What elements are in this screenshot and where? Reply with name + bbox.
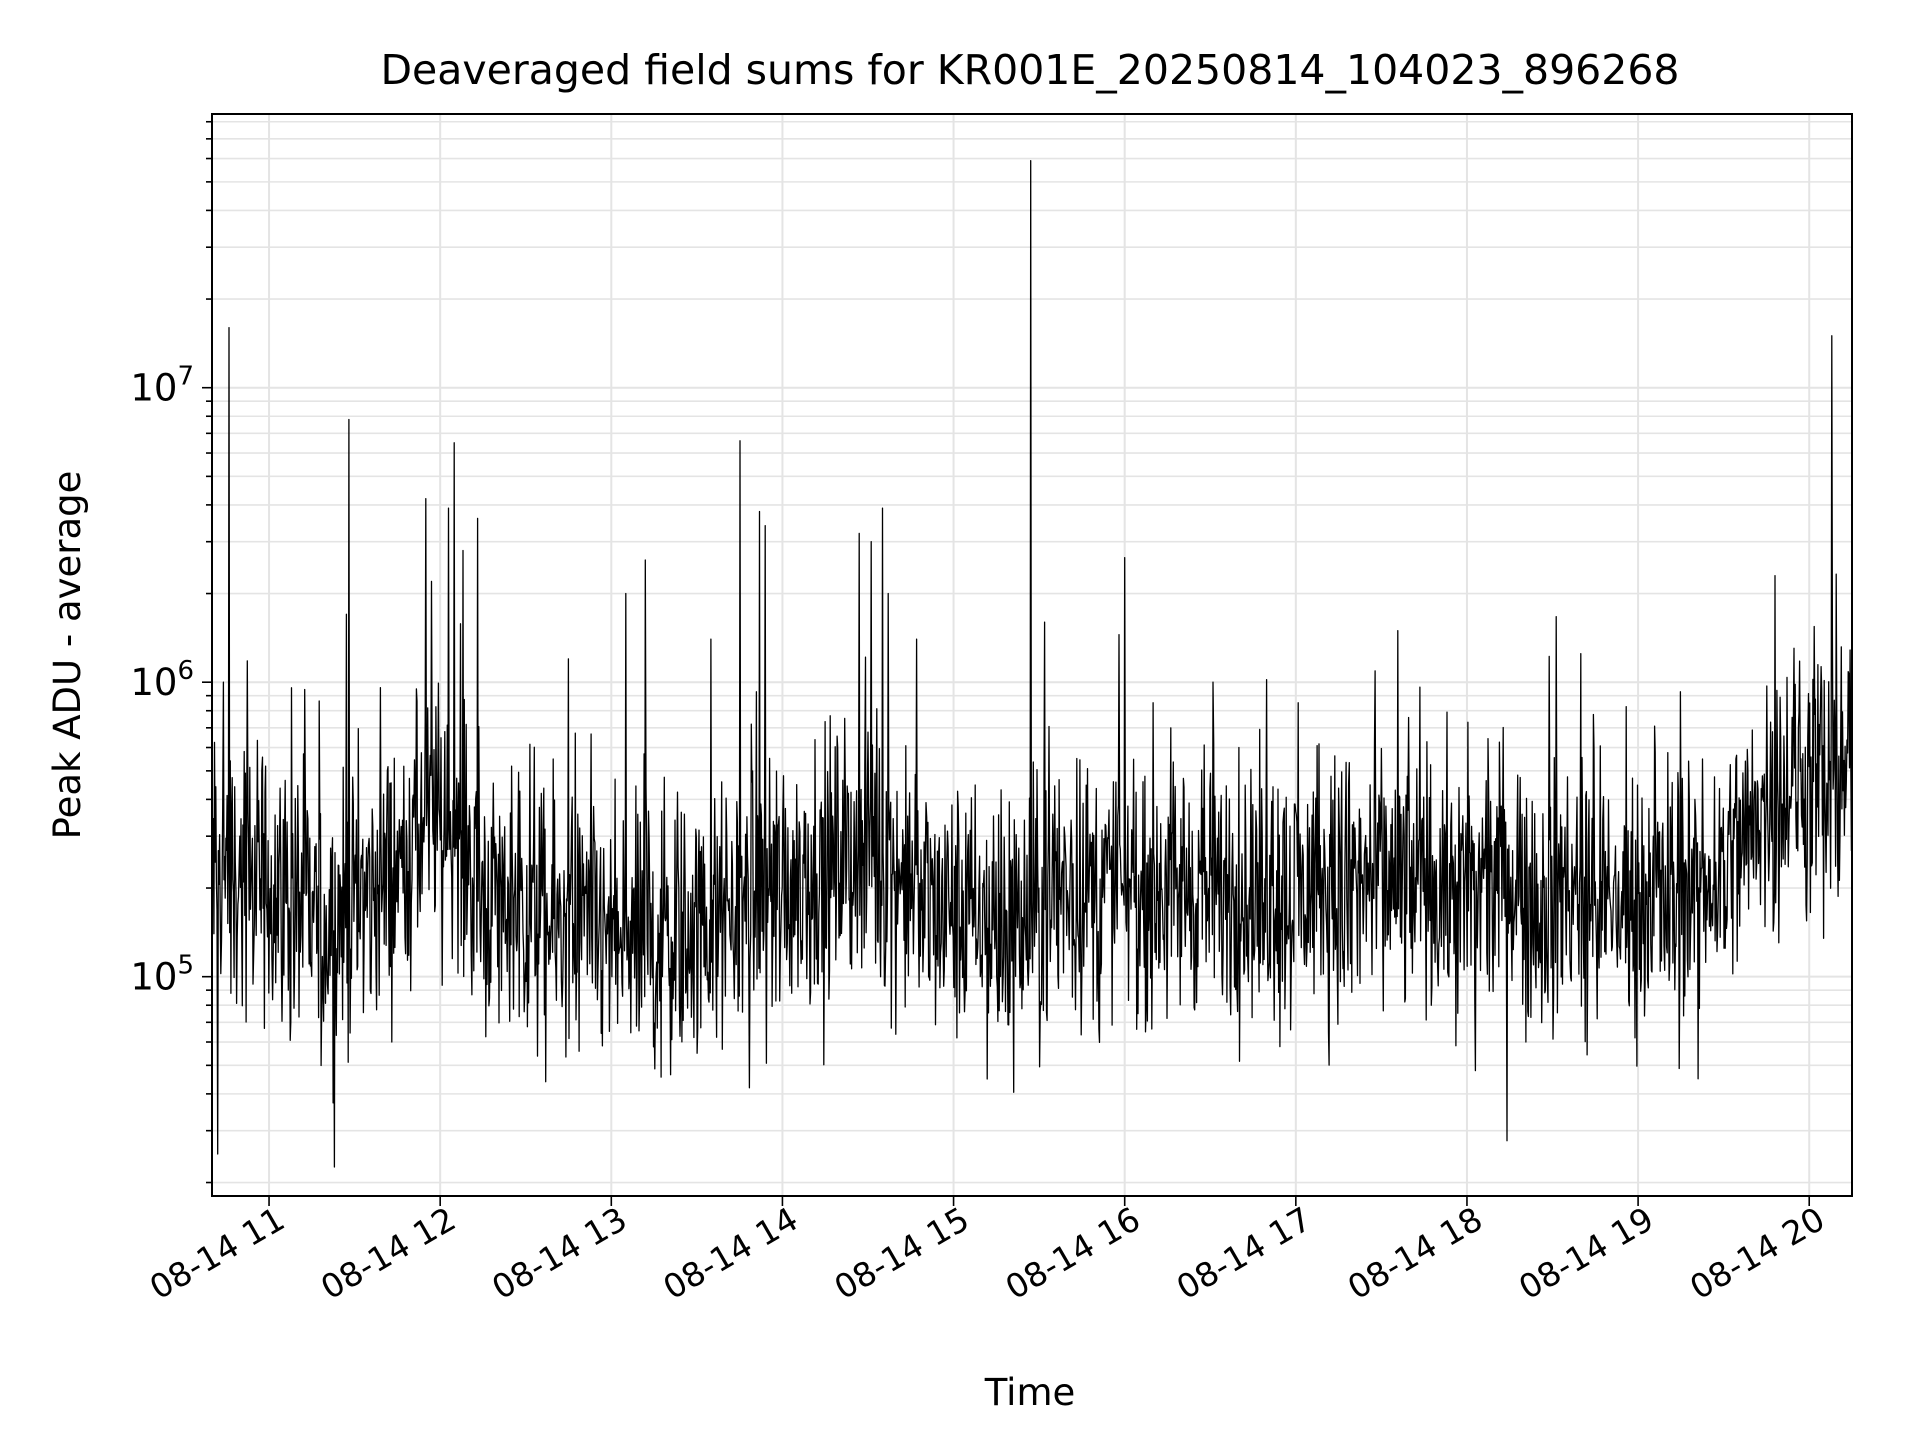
y-axis-ticks: 105 106 107 (130, 120, 212, 1184)
y-tick-label: 107 (130, 362, 194, 410)
y-tick-label: 106 (130, 656, 194, 704)
y-tick-label: 105 (130, 951, 194, 999)
y-axis-label: Peak ADU - average (46, 471, 89, 840)
plot-frame (211, 113, 1853, 1197)
x-axis-label: Time (984, 1371, 1076, 1414)
series-line (211, 160, 1853, 1168)
chart-title: Deaveraged field sums for KR001E_2025081… (380, 46, 1679, 94)
plot-series (211, 160, 1853, 1168)
